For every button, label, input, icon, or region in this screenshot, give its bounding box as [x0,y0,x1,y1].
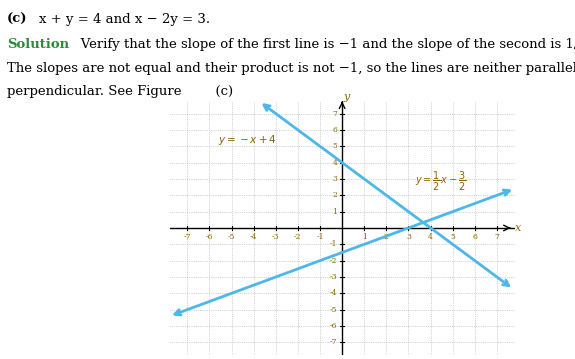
Text: y: y [343,92,349,102]
Text: 7: 7 [494,233,499,241]
Text: 6: 6 [332,126,338,134]
Text: -6: -6 [206,233,213,241]
Text: 1: 1 [362,233,367,241]
Text: 2: 2 [332,191,338,199]
Text: -3: -3 [329,273,338,281]
Text: -5: -5 [228,233,235,241]
Text: 5: 5 [332,142,338,150]
Text: 1: 1 [332,208,338,216]
Text: 3: 3 [332,175,338,183]
Text: 6: 6 [473,233,477,241]
Text: Solution: Solution [7,38,69,51]
Text: Verify that the slope of the first line is −1 and the slope of the second is 1/2: Verify that the slope of the first line … [68,38,575,51]
Text: $y = \dfrac{1}{2}x - \dfrac{3}{2}$: $y = \dfrac{1}{2}x - \dfrac{3}{2}$ [415,170,466,193]
Text: -1: -1 [316,233,324,241]
Text: x + y = 4 and x − 2y = 3.: x + y = 4 and x − 2y = 3. [39,13,210,25]
Text: -7: -7 [329,338,338,346]
Text: x: x [515,223,522,233]
Text: 7: 7 [332,109,338,118]
Text: -7: -7 [183,233,191,241]
Text: $y = -x + 4$: $y = -x + 4$ [218,133,277,147]
Text: -4: -4 [329,289,338,297]
Text: perpendicular. See Figure        (c): perpendicular. See Figure (c) [7,85,233,98]
Text: 3: 3 [406,233,411,241]
Text: 5: 5 [450,233,455,241]
Text: 4: 4 [332,159,338,167]
Text: -3: -3 [272,233,279,241]
Text: -2: -2 [329,257,338,265]
Text: -2: -2 [294,233,302,241]
Text: -5: -5 [329,306,338,314]
Text: 4: 4 [428,233,433,241]
Text: -4: -4 [250,233,258,241]
Text: -6: -6 [329,322,338,330]
Text: The slopes are not equal and their product is not −1, so the lines are neither p: The slopes are not equal and their produ… [7,62,575,75]
Text: -1: -1 [329,240,338,248]
Text: (c): (c) [7,13,28,25]
Text: 2: 2 [384,233,389,241]
